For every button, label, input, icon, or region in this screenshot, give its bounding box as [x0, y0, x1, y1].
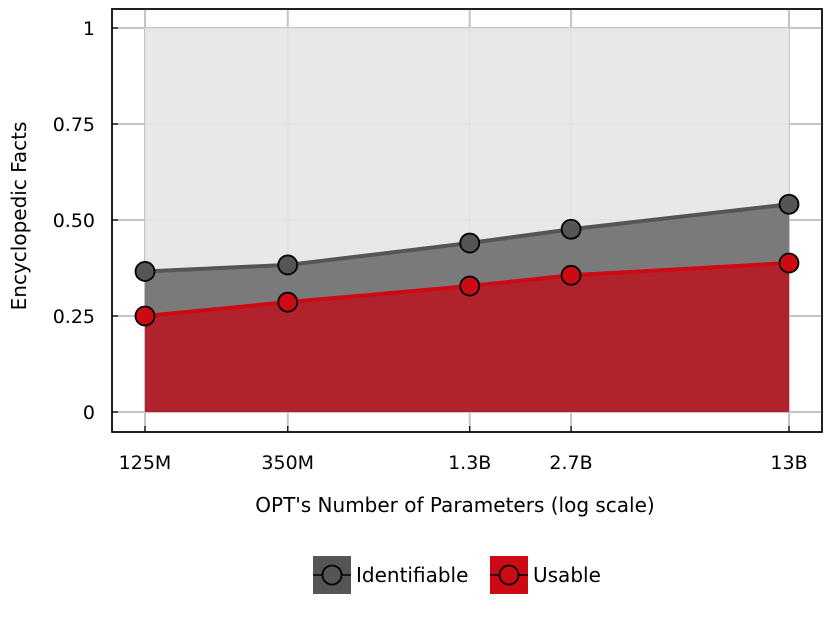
point-identifiable-0	[134, 261, 156, 282]
x-tick-label-1: 350M	[261, 452, 314, 474]
y-tick-label-1: 0.25	[53, 306, 95, 328]
x-tick-label-0: 125M	[119, 452, 172, 474]
x-axis-ticks: 125M 350M 1.3B 2.7B 13B	[119, 426, 808, 474]
point-usable-1	[277, 291, 299, 313]
x-tick-label-2: 1.3B	[448, 452, 491, 474]
x-axis-title: OPT's Number of Parameters (log scale)	[255, 493, 654, 517]
point-usable-0	[134, 305, 156, 327]
point-identifiable-3	[560, 218, 582, 240]
point-identifiable-4	[778, 193, 800, 215]
legend-marker-identifiable	[321, 564, 343, 586]
areas	[145, 28, 789, 412]
x-tick-label-3: 2.7B	[549, 452, 592, 474]
point-usable-4	[778, 252, 800, 274]
plot-border	[111, 8, 823, 433]
x-tick-label-4: 13B	[770, 452, 807, 474]
point-identifiable-1	[277, 254, 299, 276]
y-axis-title: Encyclopedic Facts	[7, 122, 31, 311]
point-identifiable-2	[459, 232, 481, 254]
legend-label-identifiable: Identifiable	[356, 563, 468, 587]
y-tick-label-2: 0.50	[53, 210, 95, 232]
legend-marker-usable	[498, 564, 520, 586]
y-tick-label-0: 0	[83, 402, 95, 424]
point-usable-2	[459, 275, 481, 297]
y-axis-ticks: 0 0.25 0.50 0.75 1	[53, 18, 118, 424]
area-usable	[145, 263, 789, 412]
y-tick-label-4: 1	[83, 18, 95, 40]
point-usable-3	[560, 264, 582, 286]
legend: Identifiable Usable	[313, 556, 601, 594]
data-points	[134, 193, 800, 327]
legend-label-usable: Usable	[533, 563, 601, 587]
y-tick-label-3: 0.75	[53, 114, 95, 136]
